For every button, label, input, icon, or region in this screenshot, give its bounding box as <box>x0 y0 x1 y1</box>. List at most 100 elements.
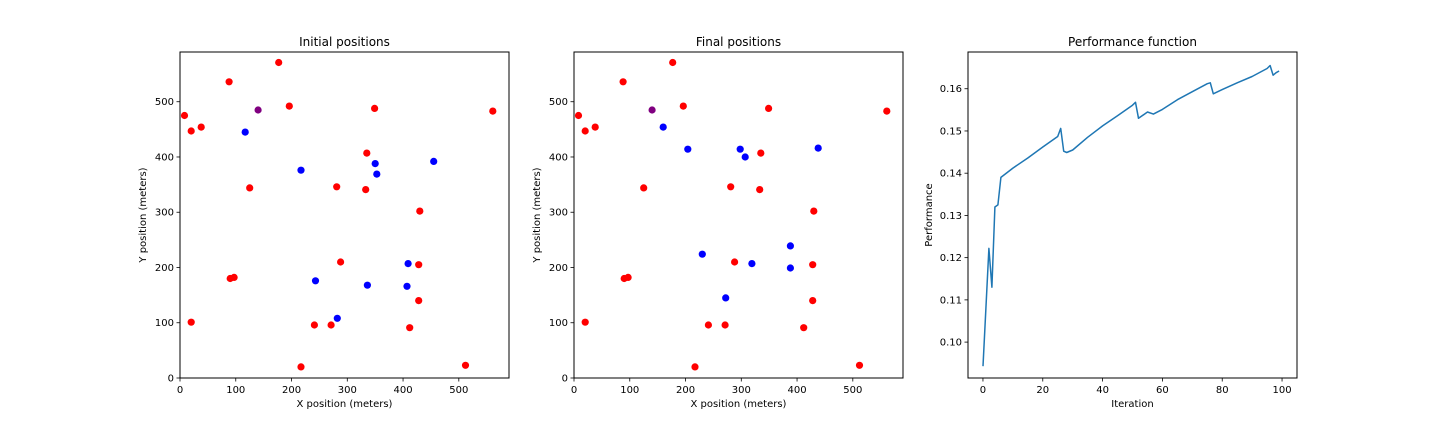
performance-x-tick-label-3: 60 <box>1156 385 1169 396</box>
final-positions-point-s1-1 <box>684 145 692 153</box>
initial-positions-point-s0-11 <box>362 186 370 194</box>
final-positions-point-s0-20 <box>721 321 729 329</box>
initial-positions-point-s1-9 <box>333 314 341 322</box>
final-positions-point-s0-9 <box>640 184 648 192</box>
initial-positions-point-s0-15 <box>337 258 345 266</box>
initial-positions-y-tick-label-2: 200 <box>155 263 174 274</box>
initial-positions-y-tick-label-5: 500 <box>155 97 174 108</box>
performance-x-tick-label-0: 0 <box>980 385 986 396</box>
initial-positions-plot-area <box>179 51 510 379</box>
final-positions-x-axis-label: X position (meters) <box>691 399 787 410</box>
final-positions-y-tick-label-0: 0 <box>562 374 568 385</box>
final-positions-y-tick-label-2: 200 <box>549 263 568 274</box>
performance-line-layer <box>982 64 1280 367</box>
final-positions-y-axis-label: Y position (meters) <box>532 167 543 263</box>
initial-positions-point-s0-18 <box>187 318 195 326</box>
initial-positions-point-s0-17 <box>415 297 423 305</box>
performance-x-axis-label: Iteration <box>1111 399 1153 410</box>
performance-plot-area <box>967 51 1298 379</box>
initial-positions-y-tick-label-1: 100 <box>155 318 174 329</box>
final-positions-point-s1-7 <box>748 260 756 268</box>
final-positions-point-s2-0 <box>648 106 656 114</box>
final-positions-point-s0-21 <box>800 324 808 332</box>
initial-positions-y-tick-label-4: 400 <box>155 152 174 163</box>
initial-positions-x-tick-label-3: 300 <box>338 385 357 396</box>
initial-positions-y-tick-label-3: 300 <box>155 208 174 219</box>
final-positions-point-s1-6 <box>698 250 706 258</box>
final-positions-panel: 0 100 200 300 400 500 0 100 200 300 400 500 Final … <box>532 35 904 410</box>
final-positions-point-s0-5 <box>679 102 687 110</box>
final-positions-point-s0-3 <box>619 78 627 86</box>
final-positions-x-tick-label-0: 0 <box>571 385 577 396</box>
performance-y-tick-label-0: 0.10 <box>940 338 962 349</box>
performance-y-tick-label-3: 0.13 <box>940 211 962 222</box>
performance-y-tick-label-4: 0.14 <box>940 169 962 180</box>
final-positions-point-s0-16 <box>809 261 817 269</box>
initial-positions-title: Initial positions <box>299 35 390 49</box>
initial-positions-panel: 0 100 200 300 400 500 0 100 200 300 400 500 Initia… <box>138 35 510 410</box>
final-positions-point-s1-4 <box>814 144 822 152</box>
final-positions-point-s0-14 <box>624 273 632 281</box>
final-positions-x-tick-label-3: 300 <box>732 385 751 396</box>
initial-positions-point-s0-0 <box>180 111 189 120</box>
final-positions-point-s0-7 <box>883 107 891 115</box>
final-positions-point-s0-10 <box>727 183 735 191</box>
final-positions-point-s0-15 <box>731 258 739 266</box>
final-positions-point-s0-17 <box>809 297 817 305</box>
final-positions-point-s1-3 <box>741 153 749 161</box>
final-positions-point-s0-2 <box>591 123 599 131</box>
final-positions-plot-area <box>573 51 904 379</box>
initial-positions-point-s0-8 <box>363 149 371 157</box>
initial-positions-points <box>180 58 497 371</box>
initial-positions-point-s0-1 <box>187 127 195 135</box>
initial-positions-point-s0-7 <box>489 107 497 115</box>
final-positions-point-s0-6 <box>765 104 773 112</box>
performance-y-tick-label-6: 0.16 <box>940 84 962 95</box>
performance-y-axis-label: Performance <box>924 183 935 246</box>
final-positions-point-s0-12 <box>810 207 818 215</box>
final-positions-y-ticks: 0 100 200 300 400 500 <box>549 97 574 385</box>
final-positions-point-s0-1 <box>581 127 589 135</box>
initial-positions-y-tick-label-0: 0 <box>168 374 174 385</box>
final-positions-y-tick-label-5: 500 <box>549 97 568 108</box>
initial-positions-point-s1-0 <box>241 128 249 136</box>
initial-positions-point-s0-23 <box>461 361 470 369</box>
performance-function-panel: 0 20 40 60 80 100 0.100.110.120.130.140.150.1… <box>924 35 1298 410</box>
initial-positions-x-tick-label-1: 100 <box>226 385 245 396</box>
initial-positions-point-s1-4 <box>430 157 438 165</box>
final-positions-y-tick-label-4: 400 <box>549 152 568 163</box>
final-positions-points <box>574 58 891 371</box>
performance-y-ticks: 0.10 0.11 0.12 0.13 0.14 0.15 0.16 <box>940 84 968 349</box>
initial-positions-point-s0-22 <box>297 363 305 371</box>
performance-x-tick-label-4: 80 <box>1216 385 1229 396</box>
final-positions-point-s0-18 <box>581 318 589 326</box>
final-positions-x-tick-label-2: 200 <box>676 385 695 396</box>
performance-x-ticks: 0 20 40 60 80 100 <box>980 378 1292 396</box>
final-positions-point-s0-8 <box>757 149 765 157</box>
initial-positions-x-axis-label: X position (meters) <box>297 399 393 410</box>
initial-positions-point-s0-5 <box>285 102 293 110</box>
initial-positions-y-ticks: 0 100 200 300 400 500 <box>155 97 180 385</box>
final-positions-y-tick-label-1: 100 <box>549 318 568 329</box>
initial-positions-point-s0-12 <box>416 207 424 215</box>
initial-positions-point-s1-2 <box>371 160 379 168</box>
initial-positions-x-ticks: 0 100 200 300 400 500 <box>177 378 468 396</box>
initial-positions-point-s1-1 <box>297 166 305 174</box>
final-positions-x-tick-label-1: 100 <box>620 385 639 396</box>
final-positions-title: Final positions <box>696 35 781 49</box>
initial-positions-point-s1-3 <box>373 170 381 178</box>
final-positions-point-s0-11 <box>756 186 764 194</box>
initial-positions-point-s0-6 <box>371 104 379 112</box>
performance-y-tick-label-2: 0.12 <box>940 253 962 264</box>
initial-positions-point-s0-3 <box>225 78 233 86</box>
initial-positions-point-s1-7 <box>311 277 320 285</box>
initial-positions-x-tick-label-0: 0 <box>177 385 183 396</box>
performance-series-line-0 <box>982 64 1280 367</box>
performance-y-tick-label-1: 0.11 <box>940 295 962 306</box>
final-positions-point-s0-0 <box>574 111 583 120</box>
final-positions-point-s0-19 <box>704 321 713 329</box>
initial-positions-point-s1-8 <box>363 281 371 289</box>
initial-positions-x-tick-label-4: 400 <box>394 385 413 396</box>
final-positions-point-s0-4 <box>669 58 677 67</box>
